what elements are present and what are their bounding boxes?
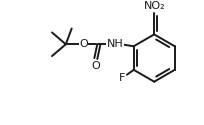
Text: NH: NH: [106, 39, 123, 49]
Text: NO₂: NO₂: [144, 1, 165, 11]
Text: O: O: [79, 39, 88, 49]
Text: F: F: [118, 73, 124, 83]
Text: O: O: [91, 61, 99, 71]
